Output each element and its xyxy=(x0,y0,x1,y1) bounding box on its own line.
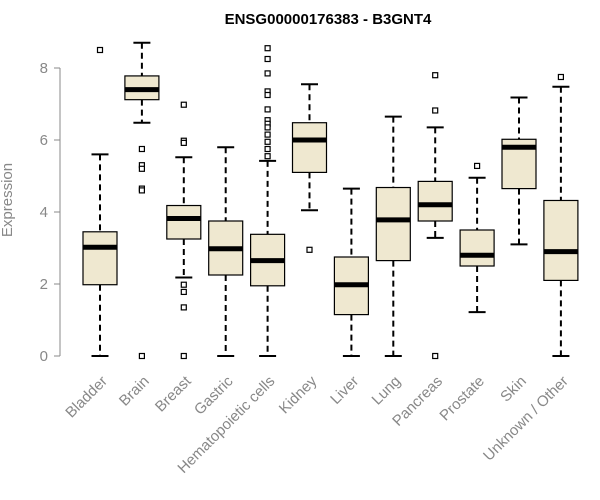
outlier-point xyxy=(138,352,145,360)
outlier-point xyxy=(180,281,187,288)
box-group xyxy=(543,73,579,357)
outlier-point xyxy=(474,162,481,170)
outlier-point xyxy=(180,304,187,311)
x-tick-label: Kidney xyxy=(276,372,321,417)
outlier-point xyxy=(432,352,439,360)
box-group xyxy=(417,72,453,360)
outlier-point xyxy=(264,45,271,52)
outlier-point xyxy=(264,145,271,153)
outlier-point xyxy=(264,106,271,113)
outlier-point xyxy=(180,288,187,296)
outlier-point xyxy=(138,145,145,153)
box-group xyxy=(166,101,202,360)
outlier-point xyxy=(138,187,145,194)
plot-area xyxy=(82,41,579,360)
y-tick-label: 0 xyxy=(40,348,48,365)
outlier-point xyxy=(264,91,271,99)
outlier-point xyxy=(180,352,187,360)
y-tick-label: 4 xyxy=(40,204,48,221)
iqr-box xyxy=(291,122,328,174)
outlier-point xyxy=(264,124,271,131)
x-tick-label: Liver xyxy=(327,373,362,408)
iqr-box xyxy=(82,231,118,286)
outlier-point xyxy=(264,138,271,145)
iqr-box xyxy=(375,186,411,262)
outlier-point xyxy=(557,73,565,81)
x-tick-label: Skin xyxy=(497,373,530,406)
outlier-point xyxy=(264,70,271,77)
box-group xyxy=(459,162,495,314)
y-tick-label: 2 xyxy=(40,276,48,293)
outlier-point xyxy=(138,165,145,172)
y-tick-label: 8 xyxy=(40,60,48,77)
iqr-box xyxy=(166,204,202,240)
x-tick-label: Brain xyxy=(116,373,153,410)
x-tick-label: Bladder xyxy=(62,373,111,422)
outlier-point xyxy=(306,246,313,253)
box-group xyxy=(250,45,286,357)
box-group xyxy=(82,46,118,357)
box-group xyxy=(375,115,411,357)
outlier-point xyxy=(264,55,271,63)
iqr-box xyxy=(543,199,579,281)
y-tick-label: 6 xyxy=(40,132,48,149)
box-group xyxy=(291,83,328,253)
outlier-point xyxy=(264,131,271,138)
x-tick-label: Lung xyxy=(369,373,405,409)
outlier-point xyxy=(432,72,439,79)
chart-title: ENSG00000176383 - B3GNT4 xyxy=(225,11,432,28)
box-group xyxy=(501,96,537,246)
outlier-point xyxy=(180,101,187,108)
box-group xyxy=(208,146,244,357)
x-tick-label: Breast xyxy=(152,372,195,415)
outlier-point xyxy=(96,46,104,54)
outlier-point xyxy=(432,107,439,114)
y-axis: 0 2 4 6 8 xyxy=(40,60,61,365)
outlier-point xyxy=(264,153,271,160)
iqr-box xyxy=(417,180,453,222)
y-axis-label: Expression xyxy=(0,163,16,237)
x-tick-label: Prostate xyxy=(436,373,488,425)
iqr-box xyxy=(459,229,495,267)
box-group xyxy=(333,187,369,357)
box-group xyxy=(124,41,160,360)
outlier-point xyxy=(180,139,187,146)
